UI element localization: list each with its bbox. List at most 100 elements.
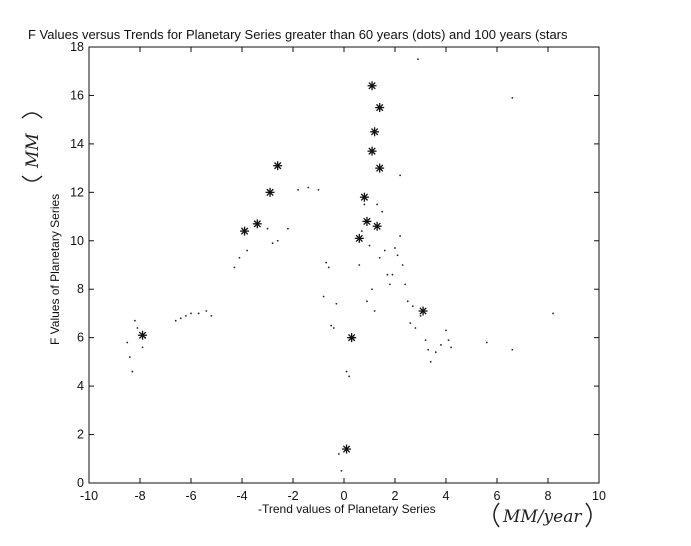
- dot-point: [190, 312, 192, 315]
- star-point: [372, 221, 382, 231]
- dot-point: [345, 370, 348, 373]
- y-unit-text: MM: [23, 133, 43, 169]
- star-point: [342, 444, 352, 454]
- y-tick-label: 10: [70, 234, 84, 248]
- chart-title: F Values versus Trends for Planetary Ser…: [28, 27, 568, 42]
- dot-point: [317, 189, 320, 191]
- star-point: [354, 233, 364, 243]
- dot-point: [394, 247, 396, 249]
- dot-point: [205, 310, 208, 312]
- x-tick-label: 8: [545, 489, 552, 503]
- dot-point: [131, 370, 134, 373]
- plot-frame: [88, 46, 600, 484]
- dot-point: [126, 341, 129, 344]
- x-unit-annotation: MM/year: [493, 502, 592, 528]
- dot-point: [128, 356, 131, 358]
- dot-series: [126, 58, 554, 472]
- dot-point: [391, 273, 394, 276]
- dot-point: [185, 314, 187, 317]
- dot-point: [371, 288, 373, 291]
- dot-point: [386, 273, 389, 276]
- star-point: [138, 330, 148, 340]
- dot-point: [485, 341, 488, 344]
- dot-point: [330, 324, 333, 327]
- dot-point: [378, 256, 381, 259]
- star-point: [273, 161, 283, 171]
- dot-point: [141, 346, 144, 349]
- dot-point: [417, 58, 419, 61]
- y-unit-annotation: MM: [21, 112, 43, 182]
- x-tick-label: -8: [134, 489, 145, 503]
- dot-point: [409, 322, 412, 325]
- dot-point: [210, 314, 213, 317]
- star-point: [362, 216, 372, 226]
- x-tick-labels: -10 -8 -6 -4 -2 0 2 4 6 8 10: [80, 489, 606, 503]
- dot-point: [297, 189, 299, 191]
- x-axis-label: -Trend values of Planetary Series: [258, 502, 436, 516]
- x-unit-text: MM/year: [502, 507, 582, 527]
- x-tick-label: -6: [185, 489, 196, 503]
- dot-point: [404, 283, 407, 286]
- y-tick-label: 2: [77, 428, 84, 442]
- star-point: [359, 192, 369, 202]
- star-point: [252, 219, 262, 229]
- dot-point: [419, 314, 422, 317]
- dot-point: [348, 375, 350, 378]
- dot-point: [396, 254, 399, 257]
- dot-point: [552, 312, 554, 315]
- dot-point: [424, 339, 427, 341]
- y-axis-label: F Values of Planetary Series: [48, 194, 62, 345]
- dot-point: [429, 360, 432, 363]
- dot-point: [445, 329, 447, 332]
- dot-point: [447, 339, 450, 341]
- dot-point: [327, 266, 330, 269]
- star-point: [265, 187, 275, 197]
- dot-point: [381, 210, 384, 213]
- x-tick-label: -2: [287, 489, 298, 503]
- x-tick-label: 6: [494, 489, 501, 503]
- dot-point: [399, 174, 401, 177]
- dot-point: [246, 249, 249, 252]
- dot-point: [511, 96, 514, 99]
- dot-point: [389, 283, 391, 286]
- x-tick-label: 4: [443, 489, 450, 503]
- dot-point: [368, 244, 371, 247]
- tick-marks: [88, 46, 600, 484]
- y-tick-label: 0: [77, 476, 84, 490]
- x-tick-label: -4: [236, 489, 247, 503]
- dot-point: [179, 317, 182, 320]
- dot-point: [134, 319, 136, 322]
- y-tick-label: 18: [70, 40, 84, 54]
- dot-point: [197, 312, 200, 315]
- dot-point: [383, 249, 386, 252]
- dot-point: [363, 203, 366, 206]
- y-tick-label: 12: [70, 185, 84, 199]
- dot-point: [233, 266, 236, 269]
- dot-point: [238, 256, 241, 259]
- dot-point: [360, 230, 363, 232]
- dot-point: [401, 264, 404, 266]
- y-tick-label: 4: [77, 379, 84, 393]
- dot-point: [271, 242, 274, 245]
- dot-point: [411, 305, 414, 308]
- dot-point: [276, 239, 279, 242]
- y-tick-labels: 0 2 4 6 8 10 12 14 16 18: [70, 40, 84, 490]
- star-point: [367, 146, 377, 156]
- x-tick-label: 10: [592, 489, 606, 503]
- dot-point: [450, 346, 452, 349]
- dot-point: [136, 327, 139, 329]
- x-tick-label: -10: [80, 489, 98, 503]
- dot-point: [287, 227, 289, 230]
- dot-point: [366, 300, 368, 303]
- star-point: [418, 306, 428, 316]
- x-tick-label: 0: [341, 489, 348, 503]
- star-point: [370, 127, 380, 137]
- dot-point: [434, 351, 437, 354]
- dot-point: [399, 235, 401, 237]
- dot-point: [373, 310, 376, 312]
- dot-point: [376, 203, 379, 206]
- dot-point: [414, 327, 417, 329]
- star-point: [367, 81, 377, 91]
- star-point: [375, 163, 385, 173]
- dot-point: [511, 348, 514, 351]
